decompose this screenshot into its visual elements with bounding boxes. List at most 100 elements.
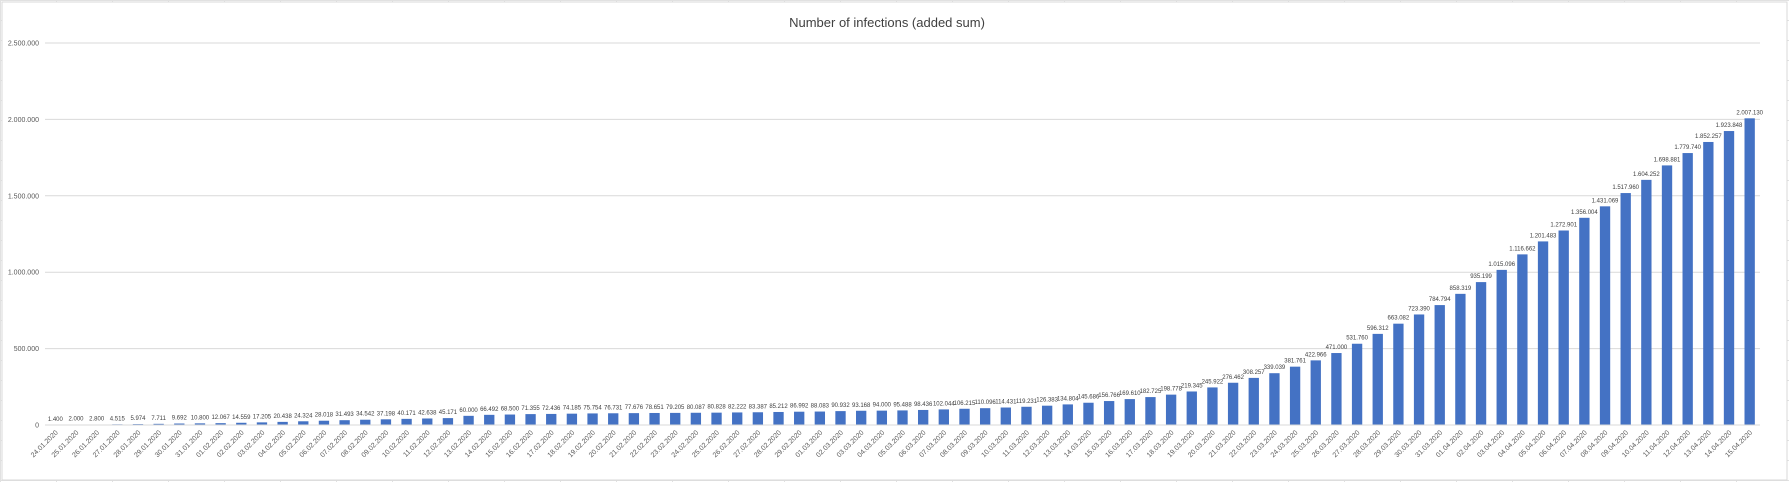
- bar: [732, 412, 743, 425]
- data-label: 20.438: [273, 414, 292, 420]
- bar: [1517, 254, 1528, 425]
- bar: [1393, 323, 1404, 425]
- data-labels: 1.400 2.000 2.800 4.515 5.974 7.711 9.692 10.80…: [48, 110, 1764, 422]
- bar: [422, 418, 433, 425]
- data-label: 85.212: [769, 404, 788, 410]
- bar: [897, 410, 908, 425]
- data-label: 1.201.483: [1530, 233, 1557, 239]
- bar: [1310, 360, 1321, 425]
- bar: [628, 413, 640, 425]
- data-label: 1.604.252: [1633, 172, 1660, 178]
- bar: [1744, 118, 1755, 425]
- data-label: 74.185: [563, 406, 582, 412]
- bar: [814, 411, 826, 425]
- data-label: 75.754: [583, 405, 602, 411]
- y-tick-label: 0: [35, 423, 39, 430]
- data-label: 78.651: [645, 405, 664, 411]
- bar: [938, 409, 949, 425]
- bar: [876, 410, 888, 425]
- bar: [711, 412, 722, 425]
- bar: [1103, 401, 1115, 425]
- data-label: 126.383: [1036, 398, 1058, 404]
- data-label: 95.488: [893, 402, 912, 408]
- data-label: 17.205: [253, 414, 272, 420]
- data-label: 339.039: [1264, 365, 1286, 371]
- data-label: 1.015.096: [1488, 262, 1515, 268]
- data-label: 134.804: [1057, 396, 1079, 402]
- data-label: 114.431: [995, 400, 1017, 406]
- data-label: 37.198: [377, 411, 396, 417]
- y-tick-label: 2.500.000: [8, 41, 39, 48]
- data-label: 9.692: [172, 416, 188, 422]
- bar: [608, 413, 619, 425]
- data-label: 1.431.069: [1592, 198, 1619, 204]
- data-label: 79.205: [666, 405, 685, 411]
- y-tick-label: 500.000: [14, 346, 39, 353]
- data-label: 1.356.004: [1571, 210, 1598, 216]
- data-label: 83.387: [749, 404, 768, 410]
- bar: [1062, 404, 1073, 425]
- data-label: 1.698.881: [1654, 157, 1681, 163]
- bar: [194, 423, 206, 425]
- data-label: 24.324: [294, 413, 313, 419]
- bar: [690, 412, 702, 425]
- data-label: 42.638: [418, 410, 437, 416]
- bar: [1145, 397, 1156, 425]
- data-label: 471.000: [1326, 345, 1348, 351]
- data-label: 663.082: [1388, 316, 1410, 322]
- bar: [1703, 141, 1714, 425]
- bar: [236, 422, 247, 425]
- bar: [1496, 269, 1507, 425]
- bar: [380, 419, 392, 425]
- data-label: 308.257: [1243, 370, 1265, 376]
- bar: [979, 408, 991, 425]
- bar: [1641, 179, 1652, 425]
- bar: [504, 414, 516, 425]
- data-label: 1.400: [48, 417, 64, 423]
- data-label: 66.492: [480, 407, 499, 413]
- data-label: 77.676: [625, 405, 644, 411]
- data-label: 2.007.130: [1736, 110, 1763, 116]
- data-label: 86.992: [790, 404, 809, 410]
- bar: [174, 423, 185, 425]
- data-label: 80.828: [707, 405, 726, 411]
- data-label: 14.559: [232, 415, 251, 421]
- bar: [1682, 153, 1693, 425]
- data-label: 102.044: [933, 401, 955, 407]
- data-label: 93.168: [852, 403, 871, 409]
- bar: [1351, 343, 1363, 425]
- data-label: 723.390: [1408, 306, 1430, 312]
- data-label: 596.312: [1367, 326, 1389, 332]
- data-label: 784.794: [1429, 297, 1451, 303]
- data-label: 169.610: [1119, 391, 1141, 397]
- data-label: 7.711: [151, 416, 166, 422]
- data-label: 2.000: [68, 417, 84, 423]
- bar: [463, 415, 474, 425]
- data-label: 34.542: [356, 412, 375, 418]
- bar: [277, 421, 288, 425]
- bars: [50, 118, 1755, 426]
- bar: [484, 414, 495, 425]
- bar: [1021, 406, 1032, 425]
- bar: [1186, 391, 1197, 425]
- bar: [298, 421, 309, 425]
- bar: [1599, 206, 1611, 425]
- y-tick-label: 1.500.000: [8, 193, 39, 200]
- data-label: 531.760: [1346, 336, 1368, 342]
- bar: [1269, 373, 1280, 425]
- bar: [752, 412, 764, 425]
- chart-title: Number of infections (added sum): [789, 15, 985, 30]
- data-label: 28.018: [315, 413, 334, 419]
- data-label: 182.725: [1140, 389, 1162, 395]
- data-label: 119.231: [1016, 399, 1038, 405]
- bar: [1537, 241, 1549, 425]
- data-label: 10.800: [191, 415, 210, 421]
- bar: [1620, 193, 1631, 425]
- bar: [1455, 293, 1466, 425]
- data-label: 40.171: [397, 411, 416, 417]
- data-label: 82.222: [728, 404, 747, 410]
- data-label: 110.096: [975, 400, 997, 406]
- bar: [959, 408, 970, 425]
- bar: [1041, 405, 1053, 425]
